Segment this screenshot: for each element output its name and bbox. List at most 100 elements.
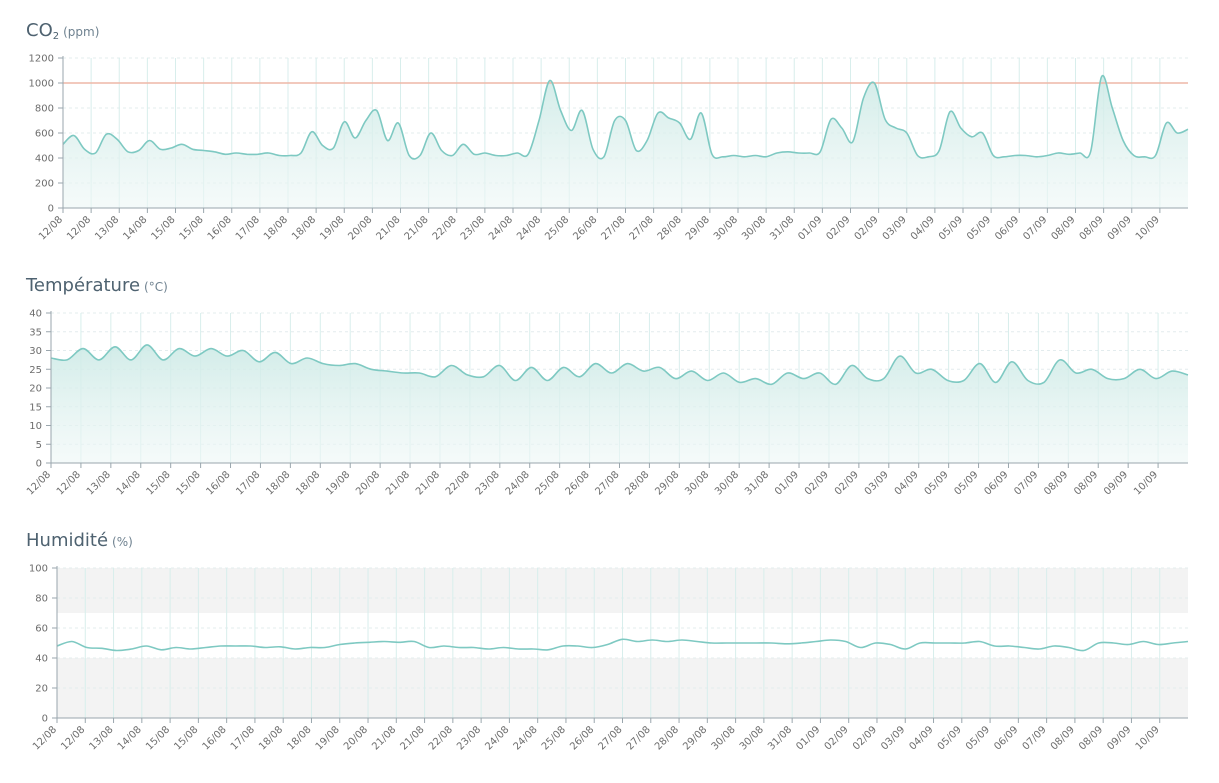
humidity-xtick-label: 09/09 — [1105, 724, 1133, 752]
temperature-xtick-label: 14/08 — [115, 469, 143, 497]
temperature-ytick-label: 40 — [29, 309, 42, 320]
temperature-xtick-label: 16/08 — [204, 469, 232, 497]
co2-xtick-label: 25/08 — [543, 214, 571, 242]
temperature-xtick-label: 18/08 — [294, 469, 322, 497]
temperature-xtick-label: 21/08 — [384, 469, 412, 497]
temperature-xtick-label: 04/09 — [893, 469, 921, 497]
temperature-xtick-label: 08/09 — [1042, 469, 1070, 497]
co2-xtick-label: 05/09 — [937, 214, 965, 242]
humidity-xtick-label: 23/08 — [455, 724, 483, 752]
humidity-xtick-label: 19/08 — [314, 724, 342, 752]
temperature-unit: (°C) — [144, 280, 168, 294]
temperature-xtick-label: 06/09 — [982, 469, 1010, 497]
temperature-xtick-label: 03/09 — [863, 469, 891, 497]
humidity-xtick-label: 18/08 — [285, 724, 313, 752]
co2-ytick-label: 200 — [35, 179, 54, 190]
humidity-ytick-label: 20 — [35, 684, 48, 695]
co2-title-text: CO — [26, 20, 53, 41]
humidity-series-line — [56, 638, 1189, 652]
co2-xtick-label: 21/08 — [374, 214, 402, 242]
humidity-xtick-label: 18/08 — [257, 724, 285, 752]
humidity-xtick-label: 24/08 — [483, 724, 511, 752]
co2-xtick-label: 21/08 — [403, 214, 431, 242]
humidity-xtick-label: 17/08 — [229, 724, 257, 752]
humidity-xtick-label: 02/09 — [851, 724, 879, 752]
humidity-xtick-label: 08/09 — [1077, 724, 1105, 752]
humidity-ytick-label: 40 — [35, 654, 48, 665]
temperature-ytick-label: 0 — [36, 459, 42, 470]
temperature-ytick-label: 35 — [29, 327, 42, 338]
co2-xtick-label: 17/08 — [234, 214, 262, 242]
temperature-title-text: Température — [26, 275, 141, 296]
co2-xtick-label: 30/08 — [712, 214, 740, 242]
humidity-xtick-label: 29/08 — [681, 724, 709, 752]
temperature-xtick-label: 30/08 — [683, 469, 711, 497]
co2-xtick-label: 15/08 — [178, 214, 206, 242]
humidity-xtick-label: 25/08 — [540, 724, 568, 752]
co2-xtick-label: 07/09 — [1021, 214, 1049, 242]
co2-xtick-label: 08/09 — [1078, 214, 1106, 242]
co2-xtick-label: 04/09 — [909, 214, 937, 242]
co2-ytick-label: 1200 — [29, 54, 54, 65]
humidity-ytick-label: 60 — [35, 624, 48, 635]
humidity-xtick-label: 10/09 — [1134, 724, 1162, 752]
co2-title-subscript: 2 — [52, 31, 60, 42]
co2-xtick-label: 06/09 — [993, 214, 1021, 242]
humidity-xtick-label: 20/08 — [342, 724, 370, 752]
humidity-xtick-label: 30/08 — [738, 724, 766, 752]
co2-xtick-label: 24/08 — [515, 214, 543, 242]
temperature-xtick-label: 18/08 — [264, 469, 292, 497]
temperature-xtick-label: 01/09 — [773, 469, 801, 497]
temperature-xtick-label: 25/08 — [534, 469, 562, 497]
humidity-xtick-label: 15/08 — [172, 724, 200, 752]
temperature-xtick-label: 10/09 — [1132, 469, 1160, 497]
temperature-xtick-label: 12/08 — [55, 469, 83, 497]
co2-xtick-label: 27/08 — [599, 214, 627, 242]
humidity-xtick-label: 24/08 — [512, 724, 540, 752]
co2-chart-title: CO2 (ppm) — [26, 20, 99, 42]
humidity-xtick-label: 14/08 — [116, 724, 144, 752]
co2-xtick-label: 18/08 — [262, 214, 290, 242]
humidity-xtick-label: 16/08 — [201, 724, 229, 752]
temperature-xtick-label: 26/08 — [564, 469, 592, 497]
co2-xtick-label: 19/08 — [318, 214, 346, 242]
humidity-xtick-label: 15/08 — [144, 724, 172, 752]
temperature-xtick-label: 17/08 — [234, 469, 262, 497]
humidity-xtick-label: 12/08 — [31, 724, 59, 752]
temperature-ytick-label: 15 — [29, 402, 42, 413]
co2-xtick-label: 05/09 — [965, 214, 993, 242]
temperature-ytick-label: 25 — [29, 365, 42, 376]
co2-xtick-label: 01/09 — [796, 214, 824, 242]
humidity-xtick-label: 05/09 — [936, 724, 964, 752]
humidity-unit: (%) — [112, 535, 133, 549]
temperature-ytick-label: 10 — [29, 421, 42, 432]
humidity-xtick-label: 21/08 — [370, 724, 398, 752]
humidity-xtick-label: 13/08 — [88, 724, 116, 752]
co2-xtick-label: 22/08 — [431, 214, 459, 242]
co2-xtick-label: 09/09 — [1106, 214, 1134, 242]
co2-xtick-label: 03/09 — [881, 214, 909, 242]
temperature-xtick-label: 23/08 — [474, 469, 502, 497]
temperature-xtick-label: 28/08 — [623, 469, 651, 497]
temperature-ytick-label: 5 — [36, 440, 42, 451]
temperature-xtick-label: 15/08 — [145, 469, 173, 497]
humidity-xtick-label: 27/08 — [596, 724, 624, 752]
temperature-xtick-label: 30/08 — [713, 469, 741, 497]
co2-xtick-label: 13/08 — [93, 214, 121, 242]
co2-xtick-label: 27/08 — [628, 214, 656, 242]
temperature-xtick-label: 09/09 — [1102, 469, 1130, 497]
co2-xtick-label: 12/08 — [65, 214, 93, 242]
humidity-xtick-label: 02/09 — [823, 724, 851, 752]
temperature-xtick-label: 05/09 — [953, 469, 981, 497]
co2-ytick-label: 400 — [35, 154, 54, 165]
co2-xtick-label: 23/08 — [459, 214, 487, 242]
humidity-xtick-label: 12/08 — [59, 724, 87, 752]
humidity-xtick-label: 21/08 — [399, 724, 427, 752]
temperature-xtick-label: 19/08 — [324, 469, 352, 497]
humidity-xtick-label: 08/09 — [1049, 724, 1077, 752]
humidity-xtick-label: 26/08 — [568, 724, 596, 752]
